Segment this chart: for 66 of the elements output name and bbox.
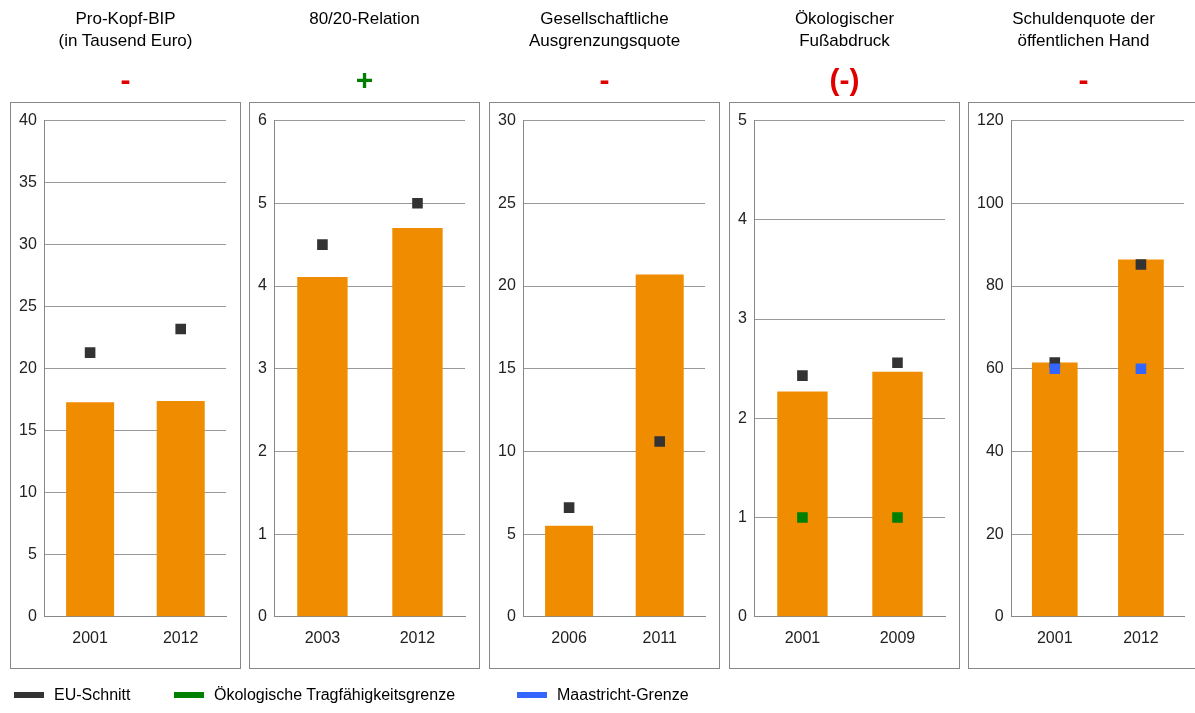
y-tick-label: 0 (27, 607, 37, 625)
point (1135, 259, 1147, 270)
y-tick-label: 0 (257, 607, 267, 625)
chart-subtitle: - (1077, 62, 1090, 98)
y-tick-label: 15 (19, 421, 37, 439)
chart-subtitle: - (119, 62, 132, 98)
x-tick-label: 2011 (642, 628, 677, 646)
y-tick-label: 100 (976, 193, 1004, 211)
y-tick-label: 60 (985, 359, 1004, 377)
chart-subtitle: - (598, 62, 611, 98)
y-tick-label: 20 (985, 524, 1004, 542)
chart-subtitle: (-) (828, 62, 861, 98)
y-tick-label: 30 (498, 111, 516, 129)
y-tick-label: 6 (257, 111, 267, 129)
y-tick-label: 80 (985, 276, 1004, 294)
y-tick-label: 5 (737, 111, 747, 129)
x-tick-label: 2009 (879, 628, 916, 646)
point (1135, 363, 1147, 374)
point (797, 512, 808, 523)
y-tick-label: 0 (994, 607, 1004, 625)
x-tick-label: 2012 (1123, 628, 1159, 646)
point (797, 370, 808, 381)
y-tick-label: 35 (19, 173, 37, 191)
x-tick-label: 2003 (304, 628, 341, 646)
point (892, 512, 903, 523)
y-tick-label: 0 (506, 607, 516, 625)
y-tick-label: 20 (19, 359, 37, 377)
y-tick-label: 3 (257, 359, 267, 377)
y-tick-label: 120 (976, 111, 1004, 129)
x-tick-label: 2001 (784, 628, 821, 646)
y-tick-label: 15 (498, 359, 516, 377)
chart-subtitle: + (354, 62, 375, 98)
chart-title: Pro-Kopf-BIP (in Tausend Euro) (57, 8, 194, 52)
y-tick-label: 30 (19, 235, 37, 253)
legend-label: EU-Schnitt (54, 686, 131, 704)
y-tick-label: 1 (737, 507, 747, 525)
y-tick-label: 25 (19, 297, 37, 315)
x-tick-label: 2012 (162, 628, 199, 646)
y-tick-label: 5 (27, 545, 37, 563)
legend-label: Maastricht-Grenze (557, 686, 689, 704)
point (1049, 363, 1061, 374)
y-tick-label: 2 (257, 441, 267, 459)
chart-title: 80/20-Relation (308, 8, 421, 30)
y-tick-label: 40 (985, 441, 1004, 459)
chart-title: Schuldenquote der öffentlichen Hand (1011, 8, 1156, 52)
x-tick-label: 2001 (1036, 628, 1073, 646)
y-tick-label: 25 (498, 193, 516, 211)
y-tick-label: 1 (257, 524, 267, 542)
y-tick-label: 4 (257, 276, 267, 294)
x-tick-label: 2012 (399, 628, 436, 646)
y-tick-label: 4 (737, 210, 747, 228)
legend-label: Ökologische Tragfähigkeitsgrenze (214, 686, 456, 704)
x-tick-label: 2001 (72, 628, 108, 646)
chart-title: Gesellschaftliche Ausgrenzungsquote (527, 8, 682, 52)
y-tick-label: 10 (498, 441, 516, 459)
y-tick-label: 10 (19, 483, 37, 501)
y-tick-label: 0 (737, 607, 747, 625)
point (892, 357, 903, 369)
x-tick-label: 2006 (551, 628, 587, 646)
chart-title: Ökologischer Fußabdruck (793, 8, 896, 52)
y-tick-label: 5 (506, 524, 516, 542)
y-tick-label: 5 (257, 193, 267, 211)
y-tick-label: 20 (498, 276, 516, 294)
y-tick-label: 3 (737, 309, 747, 327)
y-tick-label: 2 (737, 408, 747, 426)
y-tick-label: 40 (19, 111, 37, 129)
